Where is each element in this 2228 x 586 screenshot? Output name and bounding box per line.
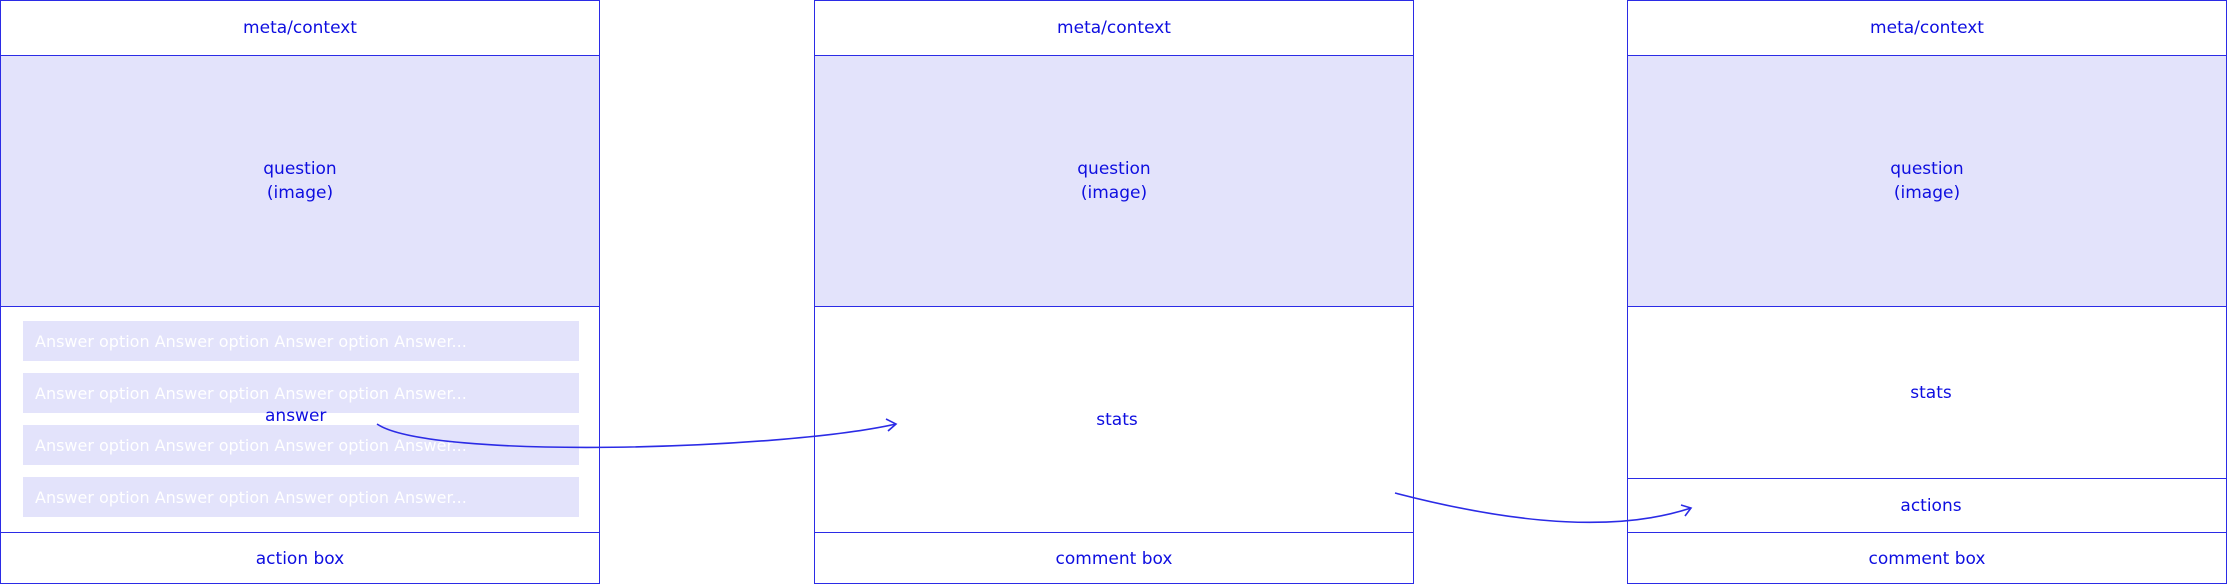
question-label: question <box>1077 159 1151 179</box>
action-box-label: action box <box>255 549 345 569</box>
question-label: question <box>1890 159 1964 179</box>
meta-context-label: meta/context <box>1870 18 1984 38</box>
answer-option[interactable]: Answer option Answer option Answer optio… <box>23 477 579 517</box>
meta-context-label: meta/context <box>243 18 357 38</box>
question-image-section: question (image) <box>1628 55 2226 306</box>
actions-section: actions <box>1628 478 2226 532</box>
question-image-label: (image) <box>1080 183 1148 203</box>
question-image-section: question (image) <box>1 55 599 306</box>
stats-label: stats <box>1096 409 1138 430</box>
actions-label: actions <box>1900 495 1962 516</box>
action-box-section: action box <box>1 532 599 585</box>
question-label: question <box>263 159 337 179</box>
answer-section <box>1 306 599 532</box>
comment-box-section: comment box <box>1628 532 2226 585</box>
panel-stats-view: meta/context question (image) stats comm… <box>814 0 1414 584</box>
comment-box-label: comment box <box>1055 549 1173 569</box>
answer-option[interactable]: Answer option Answer option Answer optio… <box>23 425 579 465</box>
panel-actions-view: meta/context question (image) stats acti… <box>1627 0 2227 584</box>
question-image-section: question (image) <box>815 55 1413 306</box>
comment-box-label: comment box <box>1868 549 1986 569</box>
answer-option[interactable]: Answer option Answer option Answer optio… <box>23 321 579 361</box>
stats-section: stats <box>815 306 1413 532</box>
meta-context-label: meta/context <box>1057 18 1171 38</box>
question-image-label: (image) <box>1893 183 1961 203</box>
comment-box-section: comment box <box>815 532 1413 585</box>
meta-context-section: meta/context <box>1628 1 2226 55</box>
meta-context-section: meta/context <box>815 1 1413 55</box>
question-image-label: (image) <box>266 183 334 203</box>
stats-section: stats <box>1628 306 2226 478</box>
stats-label: stats <box>1910 382 1952 403</box>
answer-option[interactable]: Answer option Answer option Answer optio… <box>23 373 579 413</box>
answer-label: answer <box>265 406 327 426</box>
panel-answer-view: meta/context question (image) Answer opt… <box>0 0 600 584</box>
meta-context-section: meta/context <box>1 1 599 55</box>
